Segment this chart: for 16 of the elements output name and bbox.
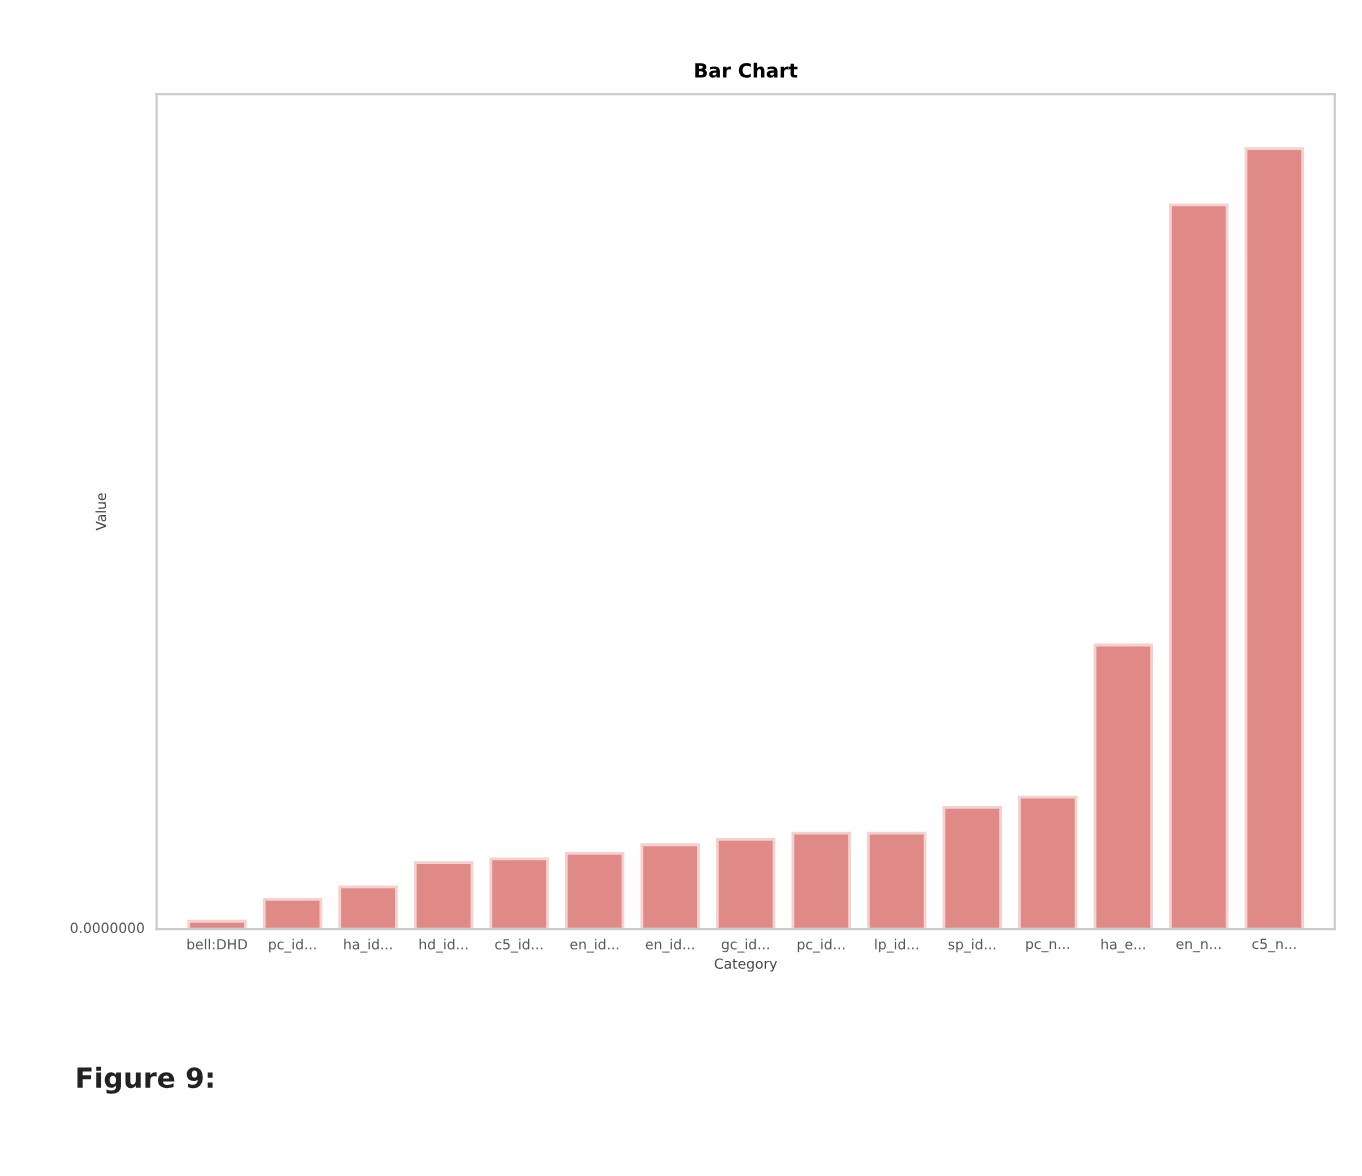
bar: [1093, 643, 1154, 930]
chart-title: Bar Chart: [695, 62, 798, 78]
caption: Figure 9:: [77, 1066, 213, 1094]
bar: [1169, 203, 1229, 930]
bar: [715, 837, 776, 930]
bar: [791, 831, 851, 930]
bar: [640, 843, 700, 930]
bar: [262, 898, 323, 930]
bar: [1244, 147, 1305, 930]
bar: [489, 857, 549, 930]
bar: [942, 805, 1002, 930]
bar: [867, 831, 927, 930]
bar: [564, 851, 625, 930]
bar: [413, 861, 474, 930]
bar: [338, 885, 398, 930]
bar: [1018, 795, 1078, 930]
